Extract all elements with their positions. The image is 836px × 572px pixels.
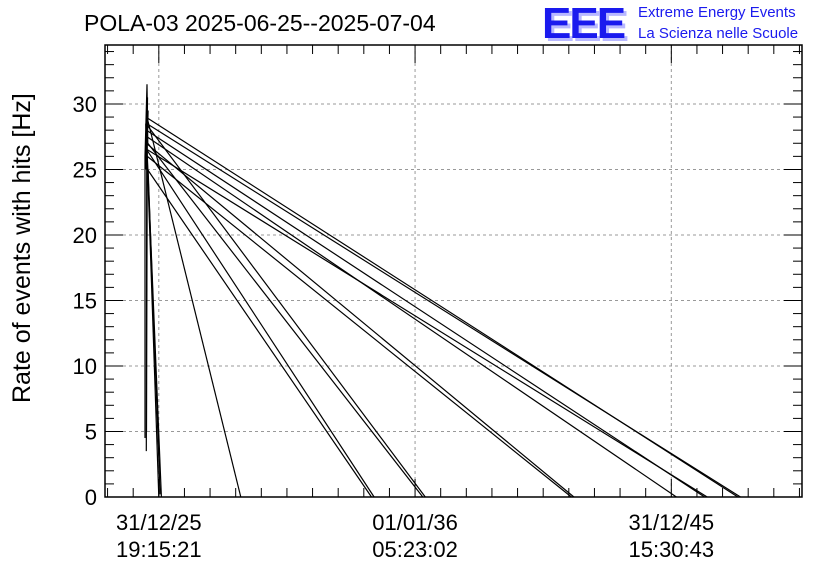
chart-title: POLA-03 2025-06-25--2025-07-04 [84, 10, 436, 36]
x-tick-label-date: 31/12/25 [116, 510, 202, 535]
series-line-12 [146, 129, 705, 498]
series-line-7 [145, 123, 426, 498]
series-line-11 [146, 136, 677, 498]
series-line-9 [145, 142, 575, 498]
x-tick-label-time: 05:23:02 [372, 537, 458, 562]
series-line-8 [147, 142, 424, 498]
y-axis-label: Rate of events with hits [Hz] [8, 93, 36, 403]
y-tick-label: 20 [73, 223, 97, 248]
series-line-4 [146, 116, 242, 498]
y-tick-label: 15 [73, 288, 97, 313]
y-tick-label: 25 [73, 157, 97, 182]
plot-frame [104, 44, 803, 498]
series-line-3 [145, 136, 160, 498]
grid-layer [105, 45, 802, 497]
x-tick-label-date: 31/12/45 [628, 510, 714, 535]
y-tick-label: 10 [73, 354, 97, 379]
series-line-5 [147, 169, 372, 498]
series-line-13 [147, 149, 708, 498]
y-tick-label: 5 [85, 419, 97, 444]
y-tick-label: 30 [73, 92, 97, 117]
series-line-6 [146, 149, 375, 498]
eee-logo-mark: EEE [542, 0, 626, 48]
logo-line-1: Extreme Energy Events [638, 4, 796, 21]
logo-line-2: La Scienza nelle Scuole [638, 25, 799, 42]
x-tick-label-time: 19:15:21 [116, 537, 202, 562]
series-layer [144, 84, 741, 498]
series-line-15 [146, 123, 741, 498]
y-tick-label: 0 [85, 485, 97, 510]
series-line-10 [146, 155, 572, 498]
x-tick-label-time: 15:30:43 [628, 537, 714, 562]
ticks-layer [105, 45, 802, 498]
series-line-2 [147, 169, 161, 495]
x-tick-label-date: 01/01/36 [372, 510, 458, 535]
